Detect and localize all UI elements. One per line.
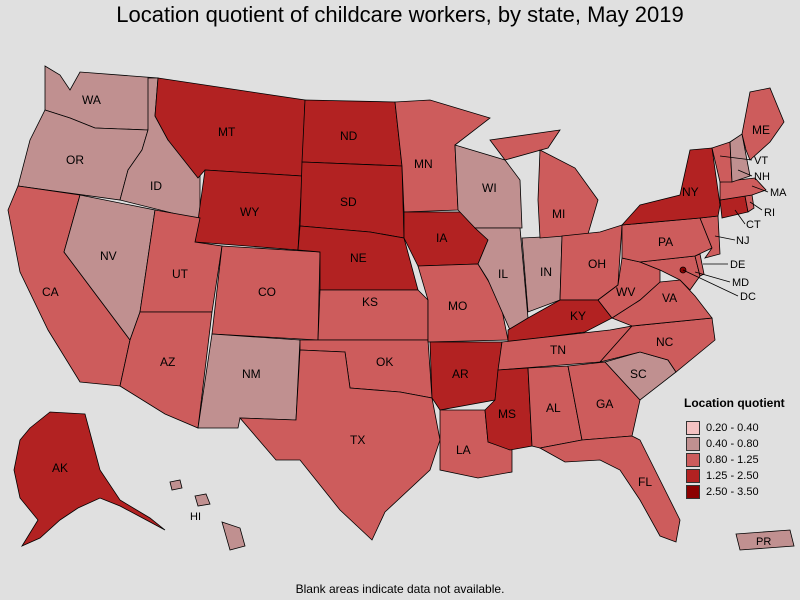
state-ny[interactable]	[621, 147, 721, 226]
label-ks: KS	[362, 295, 378, 309]
legend-swatch	[686, 453, 700, 467]
label-oh: OH	[588, 257, 606, 271]
map-title: Location quotient of childcare workers, …	[116, 2, 684, 27]
footnote: Blank areas indicate data not available.	[295, 582, 505, 596]
label-az: AZ	[160, 355, 175, 369]
state-ak[interactable]	[13, 411, 166, 547]
label-me: ME	[752, 123, 770, 137]
state-ar[interactable]	[429, 341, 503, 411]
label-ar: AR	[452, 367, 469, 381]
label-de: DE	[730, 259, 745, 271]
label-ms: MS	[498, 407, 516, 421]
label-wv: WV	[616, 285, 635, 299]
state-fl[interactable]	[538, 435, 681, 543]
label-vt: VT	[754, 155, 768, 167]
label-tn: TN	[550, 343, 566, 357]
label-mt: MT	[218, 125, 236, 139]
label-wi: WI	[482, 181, 497, 195]
legend-label: 0.20 - 0.40	[706, 422, 759, 434]
legend-row: 0.20 - 0.40	[684, 420, 785, 436]
legend-swatch	[686, 469, 700, 483]
label-al: AL	[546, 401, 561, 415]
legend-label: 0.40 - 0.80	[706, 438, 759, 450]
legend-label: 0.80 - 1.25	[706, 454, 759, 466]
label-ok: OK	[376, 355, 393, 369]
label-ak: AK	[52, 461, 68, 475]
legend-rows: 0.20 - 0.40 0.40 - 0.80 0.80 - 1.25 1.25 - …	[684, 420, 785, 500]
label-or: OR	[66, 153, 84, 167]
label-ct: CT	[746, 219, 761, 231]
legend-swatch	[686, 421, 700, 435]
label-ny: NY	[682, 185, 699, 199]
label-mi: MI	[552, 207, 565, 221]
label-ky: KY	[570, 309, 586, 323]
legend-title: Location quotient	[684, 396, 785, 410]
legend-swatch	[686, 437, 700, 451]
state-az[interactable]	[119, 311, 213, 429]
legend-row: 1.25 - 2.50	[684, 468, 785, 484]
label-ri: RI	[764, 207, 775, 219]
state-hi[interactable]	[169, 479, 246, 551]
label-wa: WA	[82, 93, 101, 107]
label-ia: IA	[436, 231, 447, 245]
legend-label: 2.50 - 3.50	[706, 486, 759, 498]
label-fl: FL	[638, 475, 652, 489]
label-nd: ND	[340, 129, 358, 143]
label-hi: HI	[190, 511, 201, 523]
label-pr: PR	[756, 536, 771, 548]
state-nm[interactable]	[197, 333, 301, 429]
legend-label: 1.25 - 2.50	[706, 470, 759, 482]
label-nc: NC	[656, 335, 674, 349]
label-wy: WY	[240, 205, 259, 219]
label-mn: MN	[414, 157, 433, 171]
label-mo: MO	[448, 299, 467, 313]
label-md: MD	[732, 277, 749, 289]
label-la: LA	[456, 443, 471, 457]
label-ga: GA	[596, 397, 613, 411]
label-ca: CA	[42, 285, 59, 299]
label-in: IN	[540, 265, 552, 279]
state-ga[interactable]	[567, 361, 641, 441]
label-dc: DC	[740, 291, 756, 303]
state-me[interactable]	[741, 87, 785, 161]
label-nm: NM	[242, 367, 261, 381]
label-co: CO	[258, 285, 276, 299]
label-va: VA	[662, 291, 677, 305]
label-nh: NH	[754, 171, 770, 183]
label-sc: SC	[630, 367, 647, 381]
label-nj: NJ	[736, 235, 749, 247]
label-il: IL	[498, 267, 508, 281]
label-tx: TX	[350, 433, 365, 447]
label-ma: MA	[770, 187, 787, 199]
map-legend: Location quotient 0.20 - 0.40 0.40 - 0.80…	[684, 396, 785, 500]
territory-pr[interactable]	[735, 529, 795, 551]
state-il[interactable]	[473, 227, 529, 331]
label-nv: NV	[100, 249, 117, 263]
label-id: ID	[150, 179, 162, 193]
label-ut: UT	[172, 267, 189, 281]
legend-row: 0.80 - 1.25	[684, 452, 785, 468]
legend-row: 2.50 - 3.50	[684, 484, 785, 500]
legend-swatch	[686, 485, 700, 499]
label-sd: SD	[340, 195, 357, 209]
legend-row: 0.40 - 0.80	[684, 436, 785, 452]
label-pa: PA	[658, 235, 673, 249]
state-ma[interactable]	[719, 177, 767, 201]
label-ne: NE	[350, 251, 367, 265]
state-nh[interactable]	[729, 133, 751, 183]
state-tx[interactable]	[239, 349, 441, 541]
